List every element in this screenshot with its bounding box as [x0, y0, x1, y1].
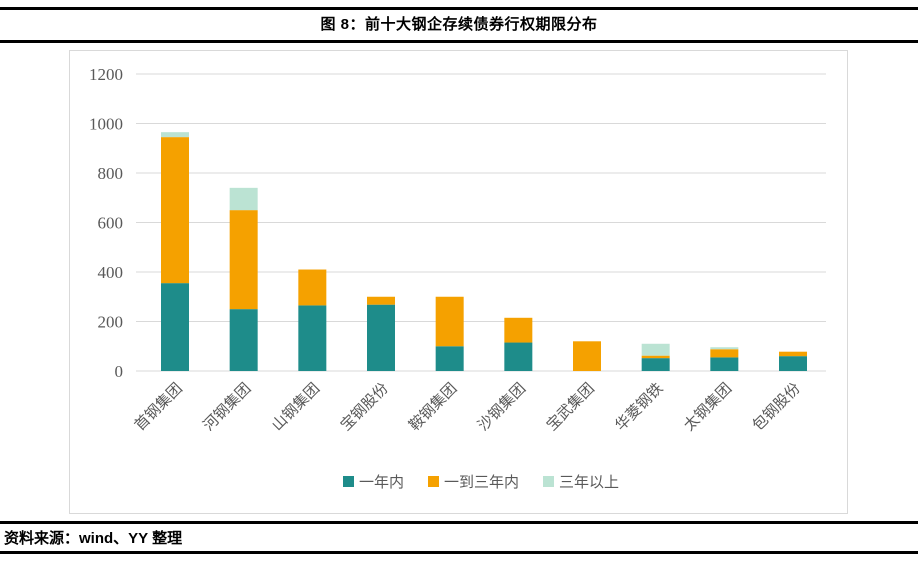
bar-segment [779, 356, 807, 371]
source-note: 资料来源：wind、YY 整理 [4, 530, 183, 547]
bar-segment [573, 341, 601, 371]
y-tick-label: 600 [98, 214, 124, 233]
source-top-divider [0, 521, 918, 524]
bar-segment [367, 296, 395, 305]
bar-segment [298, 305, 327, 371]
legend-label: 一到三年内 [443, 475, 519, 491]
y-tick-label: 1000 [89, 115, 123, 134]
bottom-divider [0, 551, 918, 554]
x-category-label: 山钢集团 [269, 380, 323, 434]
title-divider [0, 40, 918, 43]
y-tick-label: 400 [98, 263, 124, 282]
legend-item: 一到三年内 [427, 471, 519, 492]
bar-segment [710, 347, 739, 350]
x-category-label: 太钢集团 [681, 380, 735, 434]
legend-label: 一年内 [358, 475, 404, 491]
x-category-label: 河钢集团 [200, 380, 254, 434]
bar-segment [641, 355, 670, 359]
bar-segment [504, 342, 533, 371]
y-tick-label: 800 [98, 164, 124, 183]
y-tick-label: 1200 [89, 65, 123, 84]
legend-swatch-icon [543, 476, 554, 487]
bar-segment [229, 309, 258, 371]
bar-segment [367, 304, 395, 371]
x-category-label: 鞍钢集团 [406, 380, 460, 434]
bar-segment [710, 349, 739, 358]
top-divider [0, 7, 918, 10]
bar-segment [779, 351, 807, 357]
legend-item: 一年内 [342, 471, 404, 492]
bar-segment [298, 269, 327, 306]
x-category-label: 沙钢集团 [475, 380, 529, 434]
figure-title: 图 8：前十大钢企存续债券行权期限分布 [320, 16, 598, 33]
bar-segment [710, 357, 739, 371]
bar-segment [504, 317, 533, 343]
y-tick-label: 200 [98, 313, 124, 332]
legend-label: 三年以上 [559, 475, 620, 491]
x-category-label: 宝钢股份 [337, 380, 391, 434]
bar-segment [641, 358, 670, 371]
legend-item: 三年以上 [543, 471, 619, 492]
chart-legend: 一年内 一到三年内 三年以上 [136, 471, 826, 492]
bar-segment [435, 296, 464, 347]
x-category-label: 宝武集团 [543, 380, 597, 434]
x-category-label: 华菱钢铁 [612, 380, 666, 434]
y-tick-label: 0 [115, 362, 124, 381]
bar-segment [641, 343, 670, 356]
bar-segment [435, 346, 464, 371]
x-category-label: 首钢集团 [131, 380, 185, 434]
bar-segment [229, 187, 258, 211]
bar-segment [229, 210, 258, 310]
legend-swatch-icon [342, 476, 354, 487]
chart-frame: 0 200 400 600 800 1000 1200 首钢集团 河钢集团 山钢集团 宝钢股份 鞍钢集… [69, 50, 848, 514]
stacked-bar-chart: 0 200 400 600 800 1000 1200 首钢集团 河钢集团 山钢集团 宝钢股份 鞍钢集… [89, 65, 826, 434]
legend-swatch-icon [427, 476, 439, 487]
bar-segment [161, 283, 189, 371]
bar-segment [161, 137, 189, 284]
bar-segment [161, 132, 189, 138]
x-category-label: 包钢股份 [749, 380, 803, 434]
